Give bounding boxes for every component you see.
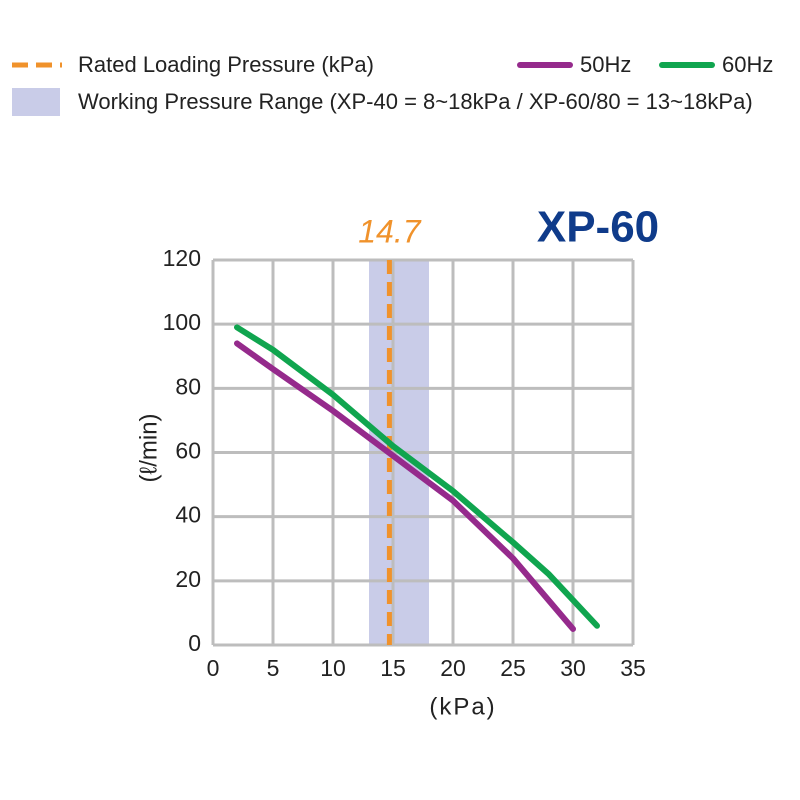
x-axis-label: (kPa) (429, 693, 496, 720)
legend-label: 50Hz (580, 52, 631, 77)
series-line (234, 340, 576, 632)
legend-label: Rated Loading Pressure (kPa) (78, 52, 374, 77)
y-tick-label: 40 (175, 502, 201, 528)
y-tick-label: 80 (175, 373, 201, 399)
y-axis-label: (ℓ/min) (135, 413, 162, 482)
x-tick-label: 35 (620, 655, 646, 681)
legend-swatch (12, 88, 60, 116)
x-tick-label: 10 (320, 655, 346, 681)
x-tick-label: 20 (440, 655, 466, 681)
series-line (234, 324, 600, 629)
chart-title: XP-60 (537, 203, 659, 252)
y-tick-label: 60 (175, 438, 201, 464)
legend-label: Working Pressure Range (XP-40 = 8~18kPa … (78, 89, 753, 114)
y-tick-label: 0 (188, 630, 201, 656)
x-tick-label: 0 (207, 655, 220, 681)
rated-pressure-label: 14.7 (358, 213, 421, 249)
y-tick-label: 100 (163, 309, 201, 335)
x-tick-label: 5 (267, 655, 280, 681)
y-tick-label: 120 (163, 245, 201, 271)
y-tick-label: 20 (175, 566, 201, 592)
x-tick-label: 25 (500, 655, 526, 681)
legend-label: 60Hz (722, 52, 773, 77)
x-tick-label: 15 (380, 655, 406, 681)
x-tick-label: 30 (560, 655, 586, 681)
